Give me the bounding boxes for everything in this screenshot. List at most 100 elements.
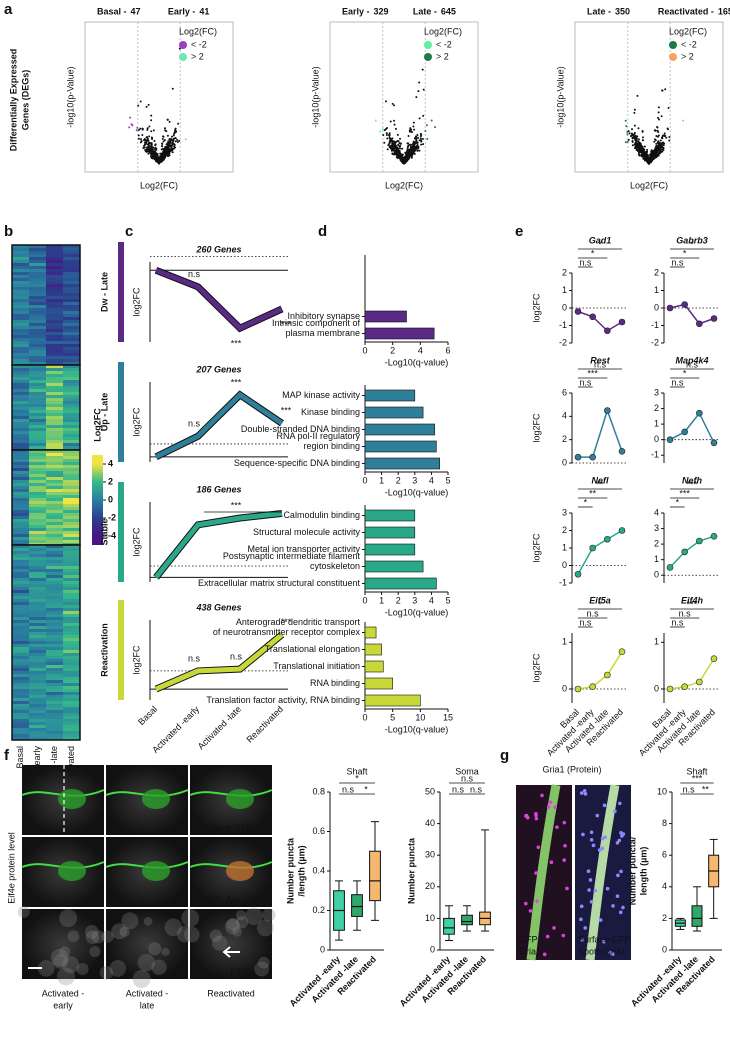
gene-dot — [412, 125, 415, 128]
gene-dot — [424, 129, 427, 132]
heatmap-cell — [46, 347, 63, 350]
heatmap-cell — [12, 683, 29, 686]
y-tick-label: -1 — [559, 320, 567, 330]
significance: n.s — [679, 608, 692, 618]
heatmap-cell — [12, 443, 29, 446]
heatmap-cell — [63, 722, 80, 725]
heatmap-cell — [63, 605, 80, 608]
gene-dot — [384, 100, 387, 103]
bar-label: Translational elongation — [265, 644, 360, 654]
y-axis-label: log2FC — [531, 533, 541, 563]
heatmap-cell — [63, 510, 80, 513]
heatmap-cell — [12, 428, 29, 431]
gene-dot — [657, 111, 660, 114]
heatmap-cell — [46, 644, 63, 647]
y-tick-label: 1 — [562, 285, 567, 295]
heatmap-cell — [29, 719, 46, 722]
heatmap-cell — [12, 692, 29, 695]
significance: n.s — [671, 377, 684, 387]
heatmap-cell — [29, 320, 46, 323]
heatmap-cell — [12, 446, 29, 449]
y-tick-label: 4 — [662, 881, 667, 891]
x-tick-label: Reactivated — [244, 704, 285, 745]
heatmap-cell — [12, 516, 29, 519]
gene-dot — [147, 147, 150, 150]
significance: * — [355, 773, 359, 783]
heatmap-cell — [46, 683, 63, 686]
mean-dot — [618, 318, 626, 326]
heatmap-cell — [12, 513, 29, 516]
gene-dot — [625, 125, 628, 128]
gene-dot — [147, 103, 150, 106]
box — [443, 917, 455, 935]
heatmap-cell — [29, 572, 46, 575]
gene-dot — [388, 132, 391, 135]
header: Early - — [168, 6, 196, 16]
significance: *** — [679, 488, 690, 498]
heatmap-cell — [29, 513, 46, 516]
heatmap-cell — [63, 362, 80, 365]
heatmap-cell — [12, 656, 29, 659]
gene-dot — [666, 127, 669, 130]
puncta — [62, 956, 80, 974]
gene-dot — [633, 132, 636, 135]
puncta — [562, 820, 567, 825]
gene-dot — [660, 142, 663, 145]
heatmap-cell — [46, 545, 63, 548]
heatmap-cell — [63, 716, 80, 719]
puncta — [59, 946, 71, 958]
heatmap-cell — [46, 365, 63, 368]
puncta — [611, 904, 615, 908]
gene-dot — [406, 146, 409, 149]
mean-dot — [604, 671, 611, 679]
heatmap-cell — [29, 617, 46, 620]
heatmap-cell — [46, 638, 63, 641]
gene-dot — [655, 134, 658, 137]
mean-dot — [589, 683, 596, 690]
heatmap-cell — [12, 413, 29, 416]
heatmap-cell — [46, 474, 63, 477]
heatmap-cell — [29, 474, 46, 477]
panel-letter: g — [500, 747, 509, 764]
y-tick-label: -1 — [559, 577, 567, 587]
heatmap-cell — [46, 290, 63, 293]
gene-dot — [643, 156, 646, 159]
significance: ** — [702, 784, 710, 794]
gene-dot — [401, 153, 404, 156]
puncta — [89, 946, 101, 958]
heatmap-cell — [12, 522, 29, 525]
heatmap-cell — [63, 701, 80, 704]
heatmap-cell — [12, 350, 29, 353]
gene-dot — [662, 134, 665, 137]
colorbar-tick-label: 4 — [108, 458, 113, 468]
heatmap-cell — [29, 483, 46, 486]
heatmap-cell — [29, 471, 46, 474]
heatmap-cell — [29, 419, 46, 422]
heatmap-cell — [12, 486, 29, 489]
heatmap-cell — [46, 425, 63, 428]
heatmap-cell — [63, 359, 80, 362]
significance: n.s — [470, 784, 483, 794]
gene-dot — [640, 148, 643, 151]
heatmap-cell — [29, 341, 46, 344]
colorbar-label: Log2FC — [92, 408, 102, 442]
significance: * — [683, 368, 687, 378]
gene-dot — [130, 123, 133, 126]
puncta — [232, 926, 243, 937]
heatmap-cell — [29, 383, 46, 386]
mean-dot — [696, 409, 703, 417]
heatmap-cell — [29, 329, 46, 332]
heatmap-cell — [12, 581, 29, 584]
bar — [364, 560, 424, 573]
gene-dot — [161, 137, 164, 140]
gene-dot — [150, 155, 153, 158]
heatmap-cell — [63, 504, 80, 507]
cell-body — [226, 861, 254, 881]
image-label: GFP — [519, 934, 538, 944]
gene-dot — [654, 139, 657, 142]
y-tick-label: -2 — [559, 337, 567, 347]
cell-body — [142, 789, 170, 809]
gene-dot — [405, 157, 408, 160]
heatmap-cell — [12, 662, 29, 665]
heatmap-cell — [46, 410, 63, 413]
